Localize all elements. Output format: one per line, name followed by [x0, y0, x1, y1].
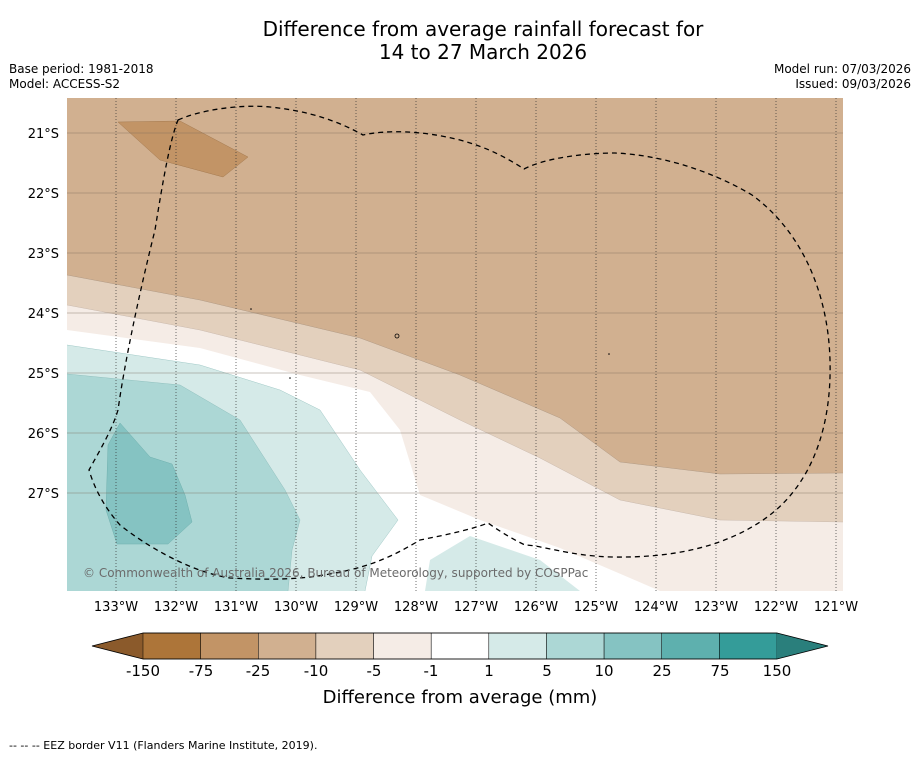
colorbar-label: 1: [484, 662, 494, 680]
colorbar-label: -1: [424, 662, 439, 680]
title-line-2: 14 to 27 March 2026: [378, 40, 588, 64]
colorbar-box: [661, 632, 720, 660]
colorbar: -150 -75 -25 -10 -5 -1 1 5 10 25 75 150 …: [91, 632, 829, 708]
colorbar-label: 10: [594, 662, 613, 680]
colorbar-box: [719, 632, 778, 660]
colorbar-label: -75: [189, 662, 214, 680]
map-area[interactable]: [67, 98, 843, 591]
colorbar-over-arrow: [777, 633, 828, 659]
lon-label: 130°W: [274, 600, 318, 615]
lon-label: 125°W: [574, 600, 618, 615]
band-plus10-plus25: [106, 423, 192, 544]
island-marker: [250, 308, 252, 310]
chart-title: Difference from average rainfall forecas…: [0, 18, 919, 64]
graticule: [67, 98, 843, 591]
lat-label: 21°S: [28, 127, 59, 142]
model-name: Model: ACCESS-S2: [9, 77, 121, 91]
colorbar-box: [430, 632, 490, 660]
lon-axis: 133°W 132°W 131°W 130°W 129°W 128°W 127°…: [94, 600, 858, 615]
band-plus1-plus5-south: [425, 536, 580, 591]
lon-label: 122°W: [754, 600, 798, 615]
copyright-text: © Commonwealth of Australia 2026, Bureau…: [83, 566, 588, 580]
lon-label: 133°W: [94, 600, 138, 615]
colorbar-label: 5: [542, 662, 552, 680]
lon-label: 124°W: [634, 600, 678, 615]
band-minus75-minus25: [118, 121, 248, 177]
colorbar-box: [315, 632, 374, 660]
colorbar-title: Difference from average (mm): [323, 687, 598, 708]
lat-label: 22°S: [28, 187, 59, 202]
colorbar-box: [603, 632, 662, 660]
issued-date: Issued: 09/03/2026: [795, 77, 911, 91]
lat-axis: 21°S 22°S 23°S 24°S 25°S 26°S 27°S: [28, 127, 59, 502]
footer-note: -- -- -- EEZ border V11 (Flanders Marine…: [9, 739, 318, 752]
island-marker: [608, 353, 610, 355]
island-marker: [394, 333, 400, 339]
lon-label: 126°W: [514, 600, 558, 615]
colorbar-label: 150: [763, 662, 792, 680]
colorbar-box: [200, 632, 259, 660]
lat-label: 24°S: [28, 307, 59, 322]
lon-label: 128°W: [394, 600, 438, 615]
colorbar-label: -5: [367, 662, 382, 680]
colorbar-box: [142, 632, 201, 660]
title-line-1: Difference from average rainfall forecas…: [262, 17, 704, 41]
lon-label: 123°W: [694, 600, 738, 615]
lon-label: 121°W: [814, 600, 858, 615]
colorbar-label: 75: [710, 662, 729, 680]
meta-left: Base period: 1981-2018 Model: ACCESS-S2: [9, 62, 154, 92]
lat-label: 26°S: [28, 427, 59, 442]
colorbar-boxes: [142, 632, 778, 660]
lon-label: 132°W: [154, 600, 198, 615]
colorbar-under-arrow: [92, 633, 143, 659]
lon-label: 131°W: [214, 600, 258, 615]
colorbar-label: 25: [652, 662, 671, 680]
lat-label: 27°S: [28, 487, 59, 502]
colorbar-label: -150: [126, 662, 160, 680]
colorbar-box: [546, 632, 605, 660]
eez-border: [88, 105, 831, 580]
colorbar-box: [373, 632, 432, 660]
colorbar-label: -25: [246, 662, 271, 680]
colorbar-label: -10: [304, 662, 329, 680]
meta-right: Model run: 07/03/2026 Issued: 09/03/2026: [774, 62, 911, 92]
colorbar-box: [258, 632, 317, 660]
colorbar-box: [488, 632, 547, 660]
lon-label: 129°W: [334, 600, 378, 615]
model-run: Model run: 07/03/2026: [773, 62, 911, 76]
lat-label: 23°S: [28, 247, 59, 262]
lon-label: 127°W: [454, 600, 498, 615]
base-period: Base period: 1981-2018: [9, 62, 154, 76]
lat-label: 25°S: [28, 367, 59, 382]
island-marker: [289, 377, 291, 379]
